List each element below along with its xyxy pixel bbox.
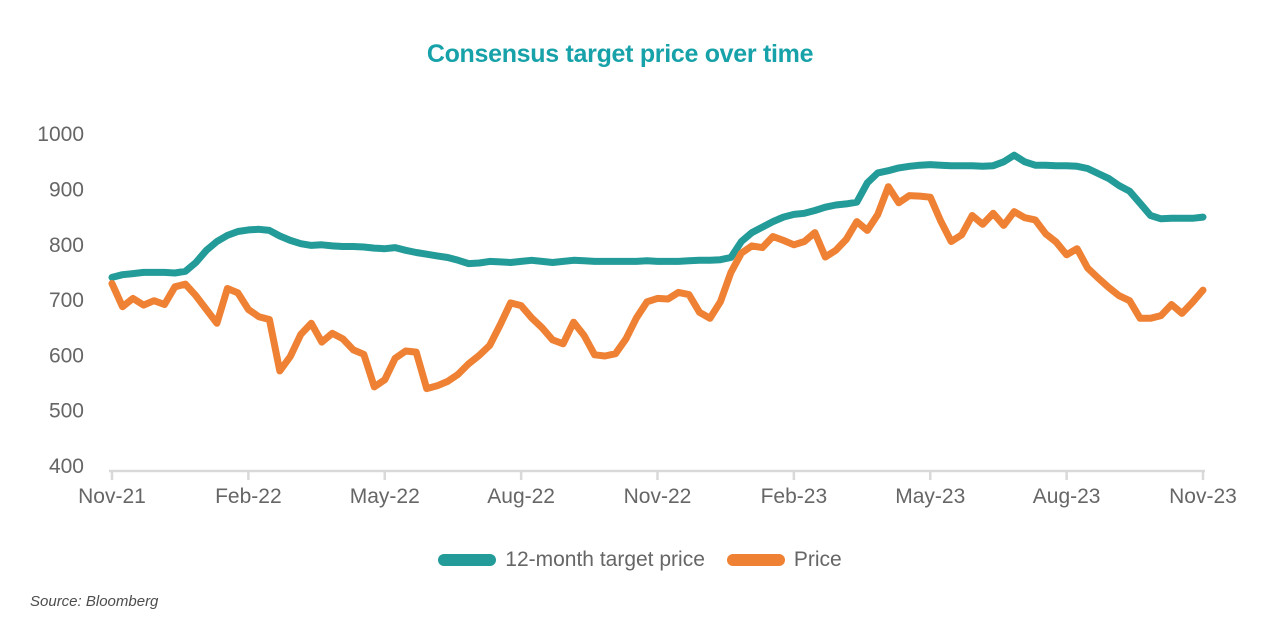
x-tick-label: Aug-23 [1033, 485, 1101, 508]
y-tick-label: 1000 [37, 123, 84, 146]
y-tick-label: 400 [49, 455, 84, 478]
x-tick-label: Nov-23 [1169, 485, 1237, 508]
chart-legend: 12-month target price Price [0, 546, 1280, 574]
legend-item-target: 12-month target price [438, 548, 705, 572]
x-tick-label: May-23 [895, 485, 965, 508]
y-tick-label: 600 [49, 344, 84, 367]
y-tick-label: 800 [49, 234, 84, 257]
y-tick-label: 500 [49, 400, 84, 423]
y-tick-label: 900 [49, 179, 84, 202]
y-tick-label: 700 [49, 289, 84, 312]
legend-item-price: Price [726, 548, 842, 572]
x-tick-label: Nov-21 [78, 485, 146, 508]
x-tick-label: Feb-23 [761, 485, 828, 508]
legend-label-target: 12-month target price [505, 548, 705, 571]
target-line-swatch-icon [438, 554, 497, 566]
x-tick-label: Feb-22 [215, 485, 282, 508]
source-note: Source: Bloomberg [30, 593, 159, 610]
price-line-swatch-icon [726, 554, 785, 566]
price-line [108, 183, 1207, 393]
target-price-line [108, 151, 1207, 281]
x-tick-label: Nov-22 [624, 485, 692, 508]
chart-title: Consensus target price over time [426, 40, 814, 68]
legend-label-price: Price [793, 548, 842, 571]
x-tick-label: Aug-22 [487, 485, 555, 508]
x-tick-label: May-22 [350, 485, 420, 508]
